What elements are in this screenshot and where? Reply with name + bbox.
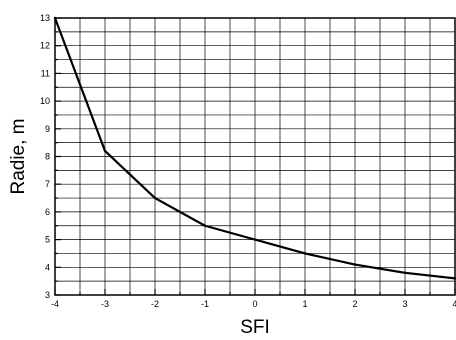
data-point <box>53 16 57 20</box>
y-tick-label: 12 <box>40 41 50 51</box>
x-tick-label: 3 <box>402 299 407 309</box>
data-point <box>403 271 407 275</box>
y-tick-label: 9 <box>45 124 50 134</box>
data-point <box>453 277 456 280</box>
grid-lines <box>55 18 455 295</box>
y-tick-label: 7 <box>45 179 50 189</box>
data-point <box>253 238 257 241</box>
y-tick-labels: 3 4 5 6 7 8 9 10 11 12 13 <box>40 13 50 300</box>
x-tick-label: 2 <box>352 299 357 309</box>
x-tick-label: 0 <box>252 299 257 309</box>
data-point <box>303 252 307 255</box>
y-tick-label: 13 <box>40 13 50 23</box>
x-tick-label: -4 <box>51 299 59 309</box>
y-tick-label: 6 <box>45 207 50 217</box>
y-tick-label: 4 <box>45 262 50 272</box>
y-tick-label: 10 <box>40 96 50 106</box>
x-tick-label: -3 <box>101 299 109 309</box>
y-tick-label: 5 <box>45 235 50 245</box>
x-tick-label: -2 <box>151 299 159 309</box>
x-tick-label: -1 <box>201 299 209 309</box>
x-tick-label: 1 <box>302 299 307 309</box>
data-point <box>203 224 207 227</box>
data-point <box>103 149 107 153</box>
data-point <box>153 196 157 200</box>
y-tick-label: 8 <box>45 152 50 162</box>
x-tick-labels: -4 -3 -2 -1 0 1 2 3 4 <box>51 299 456 309</box>
y-axis-title: Radie, m <box>8 118 29 194</box>
x-axis-title: SFI <box>240 317 270 338</box>
x-tick-label: 4 <box>452 299 456 309</box>
y-tick-label: 3 <box>45 290 50 300</box>
series-points <box>53 16 456 280</box>
y-tick-label: 11 <box>41 68 50 78</box>
data-point <box>353 263 357 266</box>
